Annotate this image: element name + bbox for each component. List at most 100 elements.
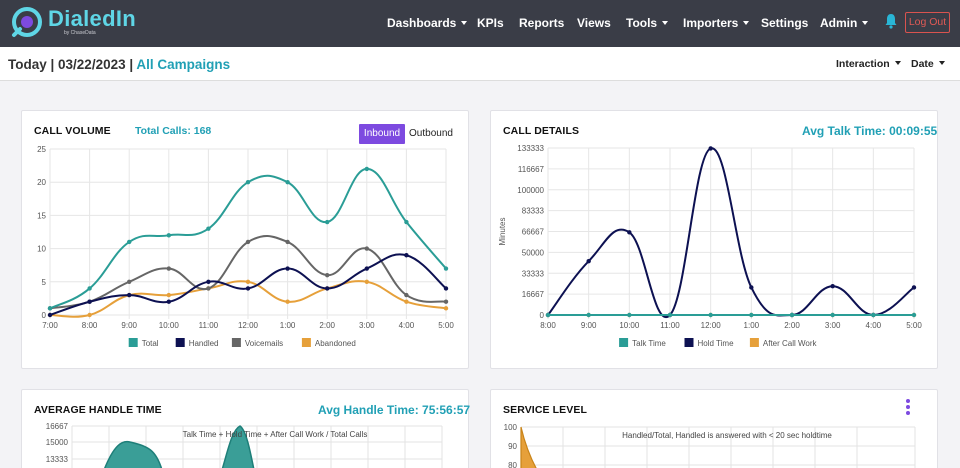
- bell-icon[interactable]: [884, 13, 898, 29]
- data-point[interactable]: [789, 312, 795, 318]
- data-point[interactable]: [166, 292, 171, 298]
- more-options-icon[interactable]: [905, 399, 911, 417]
- data-point[interactable]: [586, 312, 591, 318]
- data-point[interactable]: [586, 258, 591, 264]
- nav-reports[interactable]: Reports: [519, 16, 564, 30]
- data-point[interactable]: [443, 266, 449, 271]
- data-point[interactable]: [245, 286, 251, 291]
- campaign-link[interactable]: All Campaigns: [136, 57, 231, 72]
- legend-swatch[interactable]: [749, 338, 759, 347]
- interaction-filter[interactable]: Interaction: [836, 58, 901, 70]
- data-point[interactable]: [404, 219, 409, 225]
- data-point[interactable]: [47, 306, 53, 311]
- data-point[interactable]: [627, 230, 632, 235]
- data-point[interactable]: [364, 246, 369, 251]
- x-tick-label: 1:00: [744, 321, 760, 330]
- data-point[interactable]: [443, 306, 449, 311]
- x-tick-label: 2:00: [784, 321, 800, 330]
- x-tick-label: 9:00: [581, 321, 597, 330]
- x-tick-label: 2:00: [319, 321, 335, 330]
- x-tick-label: 11:00: [660, 321, 680, 330]
- outbound-button[interactable]: Outbound: [409, 128, 453, 139]
- nav-admin[interactable]: Admin: [820, 16, 869, 30]
- logout-button[interactable]: Log Out: [905, 12, 950, 33]
- nav-dashboards[interactable]: Dashboards: [387, 16, 468, 30]
- legend-label[interactable]: Handled: [189, 339, 219, 348]
- inbound-button[interactable]: Inbound: [359, 124, 405, 144]
- legend-swatch[interactable]: [619, 338, 629, 347]
- data-point[interactable]: [708, 312, 713, 318]
- legend-label[interactable]: After Call Work: [763, 339, 818, 348]
- legend-label[interactable]: Abandoned: [315, 339, 356, 348]
- data-point[interactable]: [443, 286, 449, 291]
- x-tick-label: 3:00: [359, 321, 375, 330]
- nav-views[interactable]: Views: [577, 16, 611, 30]
- data-point[interactable]: [749, 312, 754, 318]
- data-point[interactable]: [545, 312, 551, 318]
- data-point[interactable]: [364, 166, 369, 172]
- data-point[interactable]: [708, 146, 713, 151]
- legend-label[interactable]: Total: [142, 339, 159, 348]
- nav-views-label: Views: [577, 16, 611, 30]
- chevron-down-icon: [862, 21, 869, 25]
- data-point[interactable]: [911, 285, 917, 290]
- data-point[interactable]: [325, 272, 330, 278]
- data-point[interactable]: [871, 312, 876, 318]
- data-point[interactable]: [285, 266, 290, 271]
- data-point[interactable]: [245, 180, 251, 185]
- date-filter[interactable]: Date: [911, 58, 945, 70]
- data-point[interactable]: [206, 286, 211, 291]
- data-point[interactable]: [911, 312, 917, 318]
- data-point[interactable]: [127, 279, 132, 284]
- data-point[interactable]: [245, 239, 251, 245]
- data-point[interactable]: [166, 299, 171, 304]
- data-point[interactable]: [127, 239, 132, 245]
- data-point[interactable]: [364, 279, 369, 284]
- data-point[interactable]: [325, 286, 330, 291]
- nav-importers[interactable]: Importers: [683, 16, 750, 30]
- data-point[interactable]: [245, 279, 251, 284]
- data-point[interactable]: [667, 312, 673, 318]
- x-tick-label: 12:00: [238, 321, 259, 330]
- legend-swatch[interactable]: [301, 338, 311, 347]
- data-point[interactable]: [404, 253, 409, 258]
- legend-swatch[interactable]: [231, 338, 241, 347]
- nav-tools[interactable]: Tools: [626, 16, 669, 30]
- data-point[interactable]: [830, 283, 835, 289]
- data-point[interactable]: [47, 312, 53, 318]
- legend-swatch[interactable]: [175, 338, 185, 347]
- legend-swatch[interactable]: [684, 338, 694, 347]
- data-point[interactable]: [285, 299, 290, 304]
- brand-name[interactable]: DialedIn: [48, 6, 136, 31]
- data-point[interactable]: [206, 226, 211, 231]
- data-point[interactable]: [87, 286, 92, 291]
- data-point[interactable]: [206, 279, 211, 284]
- data-point[interactable]: [749, 285, 754, 290]
- call-details-chart: 0 16667 33333 50000 66667 83333 100000 116667 13…: [498, 144, 922, 348]
- legend-swatch[interactable]: [128, 338, 138, 347]
- legend-label[interactable]: Talk Time: [632, 339, 666, 348]
- legend-label[interactable]: Hold Time: [698, 339, 735, 348]
- data-point[interactable]: [830, 312, 835, 318]
- nav-tools-label: Tools: [626, 16, 658, 30]
- data-point[interactable]: [87, 312, 92, 318]
- data-point[interactable]: [404, 299, 409, 304]
- nav-kpis[interactable]: KPIs: [477, 16, 504, 30]
- data-point[interactable]: [364, 266, 369, 271]
- data-point[interactable]: [127, 292, 132, 298]
- data-point[interactable]: [166, 233, 171, 238]
- data-point[interactable]: [627, 312, 632, 318]
- service-level-title: SERVICE LEVEL: [503, 404, 587, 416]
- data-point[interactable]: [87, 299, 92, 304]
- data-point[interactable]: [166, 266, 171, 271]
- nav-settings[interactable]: Settings: [761, 16, 808, 30]
- data-point[interactable]: [443, 299, 449, 304]
- sl-grid: [520, 426, 916, 468]
- data-point[interactable]: [285, 239, 290, 245]
- dialedin-logo-icon[interactable]: [8, 5, 44, 41]
- dot: [906, 405, 910, 409]
- data-point[interactable]: [285, 180, 290, 185]
- legend-label[interactable]: Voicemails: [245, 339, 283, 348]
- data-point[interactable]: [325, 219, 330, 225]
- data-point[interactable]: [404, 292, 409, 298]
